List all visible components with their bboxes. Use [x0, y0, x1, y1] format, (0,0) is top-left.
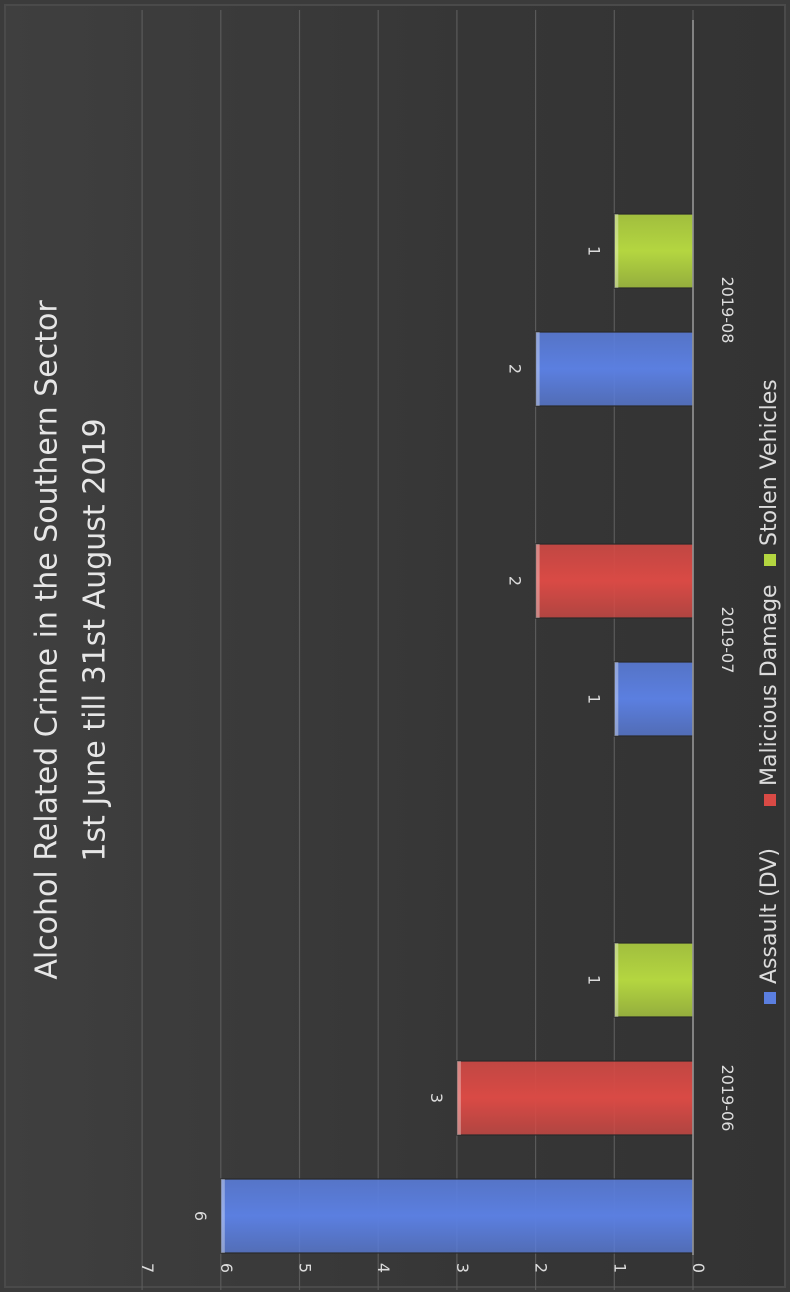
bar-stolen-vehicles-2019-06	[613, 942, 694, 1018]
bar-malicious-damage-2019-07	[534, 543, 694, 619]
data-label: 1	[584, 694, 603, 704]
bar-highlight	[614, 662, 619, 736]
legend-label: Malicious Damage	[757, 584, 782, 786]
chart-title: Alcohol Related Crime in the Southern Se…	[30, 300, 65, 980]
bar-highlight	[535, 332, 540, 406]
legend: Assault (DV) Malicious Damage Stolen Vehic…	[757, 379, 782, 1004]
bar-highlight	[614, 214, 619, 288]
bar-stolen-vehicles-2019-08	[613, 213, 694, 289]
category-label: 2019-08	[718, 277, 737, 344]
legend-label: Stolen Vehicles	[757, 379, 782, 546]
y-tick-labels: 0 1 2 3 4 5 6 7	[138, 1263, 708, 1273]
data-label: 2	[506, 576, 525, 586]
bar-highlight	[535, 544, 540, 618]
data-label: 6	[191, 1211, 210, 1221]
bar-assault-dv--2019-06	[220, 1178, 694, 1254]
data-labels: 6 3 1 1 2 2 1	[191, 246, 603, 1221]
chart-subtitle: 1st June till 31st August 2019	[78, 418, 113, 861]
category-label: 2019-07	[718, 607, 737, 674]
legend-swatch	[764, 992, 776, 1004]
bar-highlight	[220, 1179, 225, 1253]
y-tick-label: 2	[532, 1263, 551, 1273]
data-label: 2	[506, 364, 525, 374]
legend-label: Assault (DV)	[757, 848, 782, 984]
bar-assault-dv--2019-08	[534, 331, 694, 407]
bar-highlight	[614, 943, 619, 1017]
y-tick-label: 4	[374, 1263, 393, 1273]
category-label: 2019-06	[718, 1065, 737, 1132]
y-tick-label: 1	[610, 1263, 629, 1273]
data-label: 1	[584, 975, 603, 985]
y-tick-label: 3	[453, 1263, 472, 1273]
bar-highlight	[456, 1061, 461, 1135]
y-tick-label: 6	[217, 1263, 236, 1273]
y-tick-label: 7	[138, 1263, 157, 1273]
legend-swatch	[764, 554, 776, 566]
bar-assault-dv--2019-07	[613, 661, 694, 737]
bars	[220, 213, 694, 1254]
y-tick-label: 5	[296, 1263, 315, 1273]
title-group: Alcohol Related Crime in the Southern Se…	[30, 300, 113, 980]
category-labels: 2019-06 2019-07 2019-08	[718, 277, 737, 1132]
bar-malicious-damage-2019-06	[456, 1060, 694, 1136]
y-tick-label: 0	[689, 1263, 708, 1273]
data-label: 3	[427, 1093, 446, 1103]
data-label: 1	[584, 246, 603, 256]
legend-swatch	[764, 794, 776, 806]
